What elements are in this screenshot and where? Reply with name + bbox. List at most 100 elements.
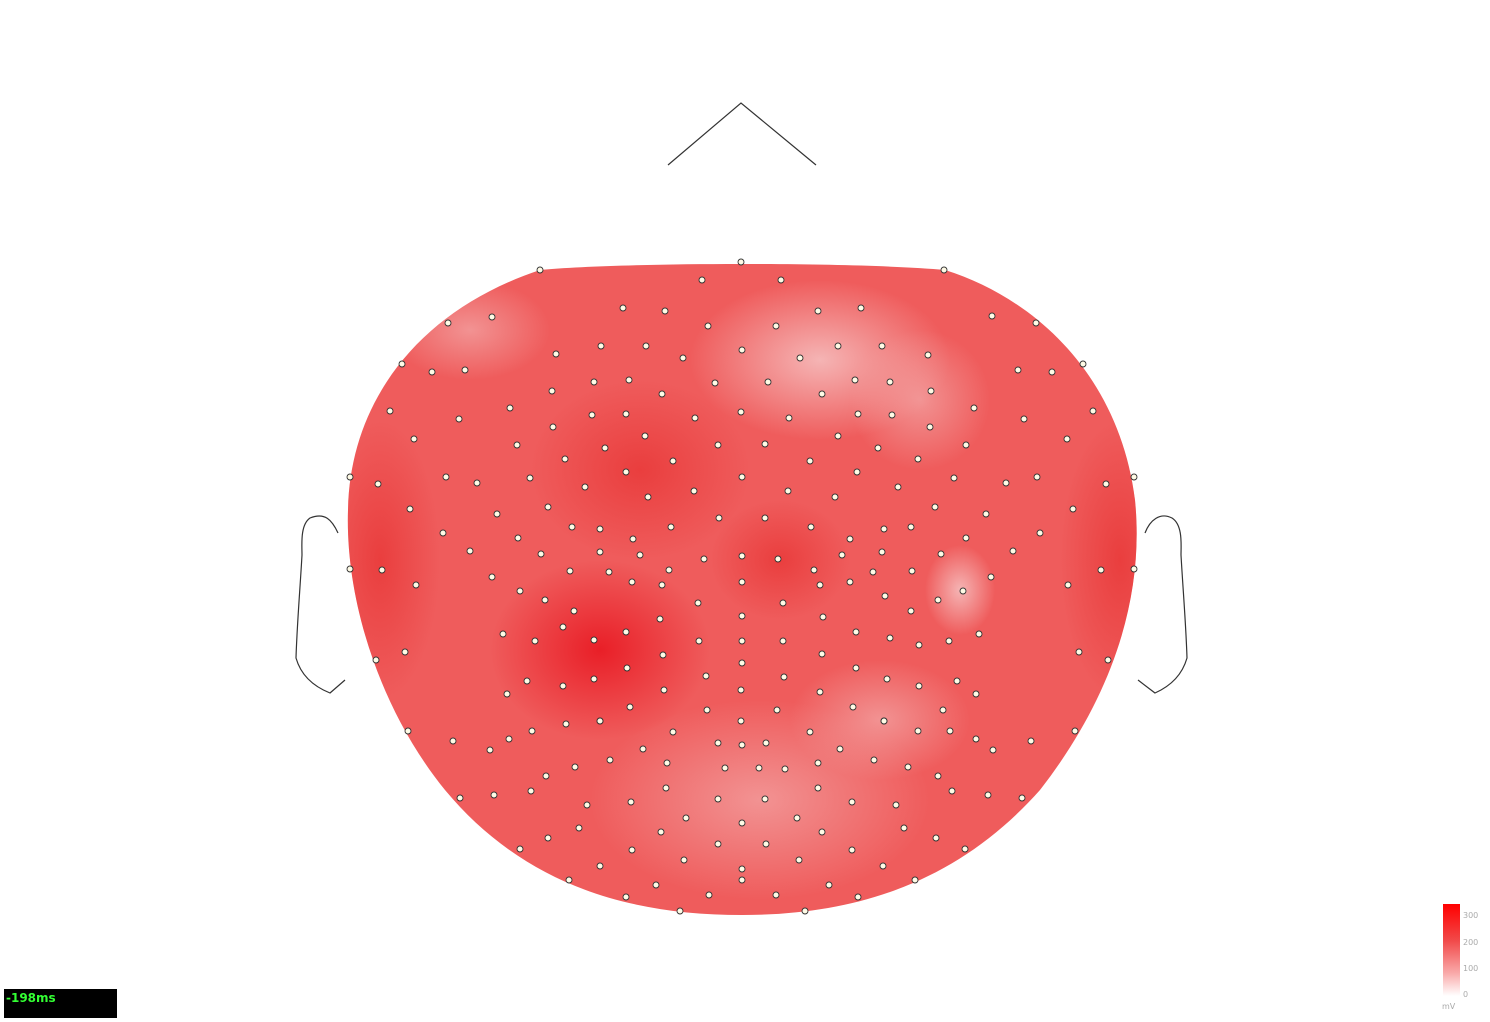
sensor-marker[interactable] [806,728,814,736]
sensor-marker[interactable] [851,376,859,384]
sensor-marker[interactable] [658,581,666,589]
sensor-marker[interactable] [527,787,535,795]
sensor-marker[interactable] [503,690,511,698]
sensor-marker[interactable] [644,493,652,501]
sensor-marker[interactable] [738,865,746,873]
sensor-marker[interactable] [514,534,522,542]
sensor-marker[interactable] [834,432,842,440]
sensor-marker[interactable] [816,581,824,589]
sensor-marker[interactable] [1097,566,1105,574]
sensor-marker[interactable] [544,503,552,511]
sensor-marker[interactable] [777,276,785,284]
sensor-marker[interactable] [714,840,722,848]
sensor-marker[interactable] [1027,737,1035,745]
sensor-marker[interactable] [834,342,842,350]
sensor-marker[interactable] [737,686,745,694]
sensor-marker[interactable] [1102,480,1110,488]
sensor-marker[interactable] [561,455,569,463]
sensor-marker[interactable] [945,637,953,645]
sensor-marker[interactable] [642,342,650,350]
sensor-marker[interactable] [597,342,605,350]
sensor-marker[interactable] [846,535,854,543]
sensor-marker[interactable] [989,746,997,754]
sensor-marker[interactable] [761,514,769,522]
sensor-marker[interactable] [528,727,536,735]
sensor-marker[interactable] [658,390,666,398]
sensor-marker[interactable] [908,567,916,575]
sensor-marker[interactable] [542,772,550,780]
sensor-marker[interactable] [590,675,598,683]
sensor-marker[interactable] [987,573,995,581]
sensor-marker[interactable] [1069,505,1077,513]
sensor-marker[interactable] [931,503,939,511]
sensor-marker[interactable] [575,824,583,832]
sensor-marker[interactable] [932,834,940,842]
sensor-marker[interactable] [513,441,521,449]
sensor-marker[interactable] [568,523,576,531]
sensor-marker[interactable] [627,798,635,806]
sensor-marker[interactable] [972,690,980,698]
sensor-marker[interactable] [442,473,450,481]
sensor-marker[interactable] [346,565,354,573]
sensor-marker[interactable] [838,551,846,559]
sensor-marker[interactable] [571,763,579,771]
sensor-marker[interactable] [853,468,861,476]
sensor-marker[interactable] [1104,656,1112,664]
sensor-marker[interactable] [537,550,545,558]
sensor-marker[interactable] [784,487,792,495]
sensor-marker[interactable] [959,587,967,595]
sensor-marker[interactable] [825,881,833,889]
sensor-marker[interactable] [818,390,826,398]
sensor-marker[interactable] [566,567,574,575]
sensor-marker[interactable] [915,682,923,690]
sensor-marker[interactable] [894,483,902,491]
sensor-marker[interactable] [881,592,889,600]
sensor-marker[interactable] [774,555,782,563]
sensor-marker[interactable] [852,628,860,636]
sensor-marker[interactable] [927,387,935,395]
sensor-marker[interactable] [714,795,722,803]
sensor-marker[interactable] [878,548,886,556]
sensor-marker[interactable] [531,637,539,645]
sensor-marker[interactable] [499,630,507,638]
sensor-marker[interactable] [559,682,567,690]
sensor-marker[interactable] [1089,407,1097,415]
sensor-marker[interactable] [622,468,630,476]
sensor-marker[interactable] [628,578,636,586]
sensor-marker[interactable] [694,599,702,607]
sensor-marker[interactable] [738,552,746,560]
sensor-marker[interactable] [886,634,894,642]
sensor-marker[interactable] [676,907,684,915]
sensor-marker[interactable] [836,745,844,753]
sensor-marker[interactable] [761,795,769,803]
sensor-marker[interactable] [801,907,809,915]
sensor-marker[interactable] [596,525,604,533]
sensor-marker[interactable] [781,765,789,773]
sensor-marker[interactable] [926,423,934,431]
sensor-marker[interactable] [982,510,990,518]
sensor-marker[interactable] [795,856,803,864]
sensor-marker[interactable] [455,415,463,423]
sensor-marker[interactable] [691,414,699,422]
sensor-marker[interactable] [878,342,886,350]
sensor-marker[interactable] [907,523,915,531]
sensor-marker[interactable] [924,351,932,359]
sensor-marker[interactable] [883,675,891,683]
sensor-marker[interactable] [590,636,598,644]
sensor-marker[interactable] [629,535,637,543]
sensor-marker[interactable] [738,578,746,586]
sensor-marker[interactable] [738,612,746,620]
sensor-marker[interactable] [970,404,978,412]
sensor-marker[interactable] [785,414,793,422]
sensor-marker[interactable] [1032,319,1040,327]
sensor-marker[interactable] [972,735,980,743]
sensor-marker[interactable] [819,613,827,621]
sensor-marker[interactable] [940,266,948,274]
sensor-marker[interactable] [605,568,613,576]
sensor-marker[interactable] [552,350,560,358]
sensor-marker[interactable] [1009,547,1017,555]
sensor-marker[interactable] [565,876,573,884]
sensor-marker[interactable] [439,529,447,537]
sensor-marker[interactable] [486,746,494,754]
sensor-marker[interactable] [738,659,746,667]
